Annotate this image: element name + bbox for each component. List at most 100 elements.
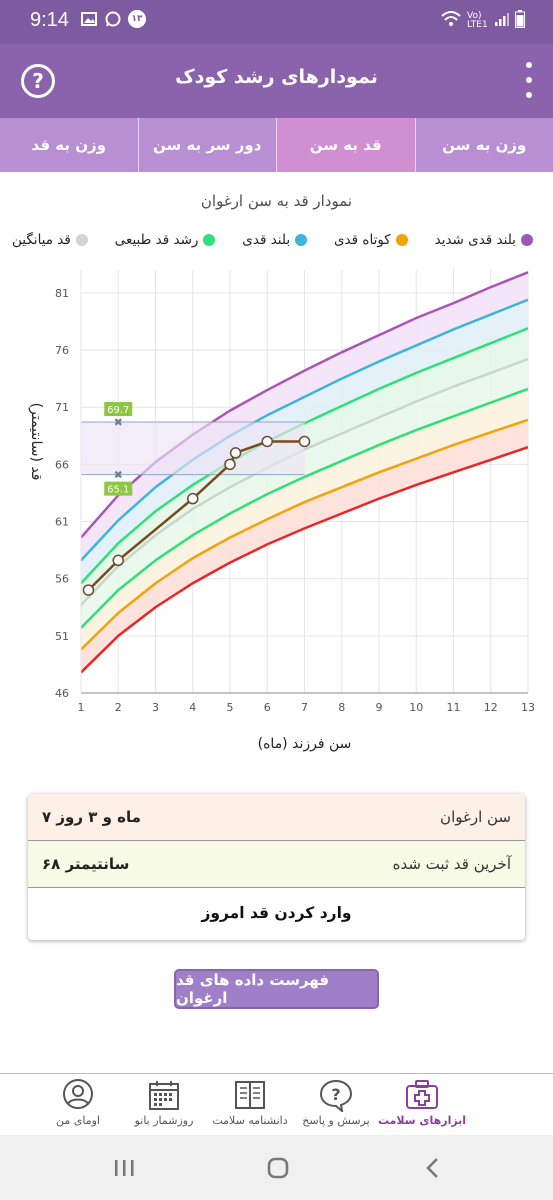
x-tick-label: 2 [115, 701, 122, 714]
bottom-nav: ابزارهای سلامت ? پرسش و پاسخ دانشنامه سل… [0, 1073, 553, 1135]
height-age-chart: ✖69.7✖65.11 2 3 4 5 6 7 8 9 10 11 12 134651566166717… [28, 270, 535, 752]
marker-cross-icon: ✖ [114, 469, 123, 482]
help-button[interactable]: ? [21, 64, 55, 98]
x-tick-label: 8 [338, 701, 345, 714]
child-data-point [224, 458, 236, 471]
more-options-icon[interactable] [523, 62, 535, 98]
child-data-point [261, 435, 273, 448]
legend-dot [395, 234, 408, 246]
tab-head-age[interactable]: دور سر به سن [137, 118, 277, 172]
tab-weight-height[interactable]: وزن به قد [31, 136, 106, 154]
y-tick-label: 71 [55, 401, 69, 414]
y-tick-label: 56 [55, 573, 69, 586]
x-tick-label: 10 [409, 701, 423, 714]
x-axis-label: سن فرزند (ماه) [258, 736, 352, 752]
nav-qa[interactable]: ? پرسش و پاسخ [293, 1074, 379, 1135]
x-tick-label: 6 [264, 701, 271, 714]
legend-item: رشد قد طبیعی [115, 232, 216, 248]
enter-height-button[interactable]: وارد کردن قد امروز [201, 904, 352, 922]
height-list-button[interactable]: فهرست داده های قد ارغوان [174, 969, 379, 1009]
system-nav-bar [0, 1135, 553, 1200]
legend-item: بلند قدی شدید [435, 232, 533, 248]
app-bar: ? نمودارهای رشد کودک [0, 44, 553, 118]
nav-health-tools[interactable]: ابزارهای سلامت [378, 1074, 466, 1135]
nav-profile[interactable]: اومای من [35, 1074, 121, 1135]
child-data-point [187, 492, 199, 505]
nav-encyclopedia[interactable]: دانشنامه سلامت [207, 1074, 293, 1135]
battery-icon [515, 10, 525, 31]
chart-band [81, 359, 528, 628]
legend-item: کوتاه قدی [334, 232, 408, 248]
encyclopedia-icon [235, 1081, 265, 1109]
child-data-point [82, 584, 95, 596]
y-tick-label: 61 [55, 516, 69, 529]
reference-curve [80, 446, 529, 674]
recent-apps-icon[interactable] [109, 1153, 139, 1183]
nav-calendar[interactable]: روزشمار بانو [121, 1074, 207, 1135]
last-height-row: ۶۸ سانتیمتر آخرین قد ثبت شده [28, 841, 525, 888]
chart-title: نمودار قد به سن ارغوان [200, 192, 353, 210]
y-tick-label: 46 [55, 687, 69, 700]
whatsapp-icon [104, 10, 122, 28]
question-bubble-icon: ? [319, 1079, 353, 1112]
chart-band [81, 299, 528, 584]
page-title: نمودارهای رشد کودک [175, 66, 378, 88]
x-tick-label: 3 [152, 701, 159, 714]
x-tick-label: 9 [376, 701, 383, 714]
legend-dot [75, 234, 88, 246]
age-label: سن ارغوان [440, 808, 511, 826]
y-tick-label: 76 [55, 344, 69, 357]
reference-curve [80, 298, 529, 562]
marker-label-bg [104, 481, 133, 496]
legend-item: بلند قدی [242, 232, 308, 248]
x-tick-label: 7 [301, 701, 308, 714]
chart-band [81, 419, 528, 673]
legend-item: قد میانگین [12, 232, 88, 248]
x-tick-label: 4 [189, 701, 196, 714]
signal-icon [495, 12, 509, 29]
y-tick-label: 81 [55, 287, 69, 300]
child-data-point [229, 447, 242, 459]
wifi-icon [441, 11, 461, 30]
help-icon: ? [32, 69, 44, 93]
legend-dot [520, 234, 533, 246]
age-row: ۷ ماه و ۳ روز سن ارغوان [28, 794, 525, 841]
medical-kit-icon [406, 1080, 438, 1109]
x-tick-label: 5 [227, 701, 234, 714]
gallery-icon [80, 10, 98, 28]
home-icon[interactable] [263, 1153, 293, 1183]
tab-height-age[interactable]: قد به سن [276, 118, 415, 172]
chart-band [81, 328, 528, 605]
child-data-point [112, 554, 124, 567]
y-tick-label: 66 [55, 458, 69, 471]
notification-badge: ۱۳ [128, 10, 146, 28]
x-tick-label: 11 [447, 701, 461, 714]
marker-cross-icon: ✖ [114, 416, 123, 429]
chart-band [81, 388, 528, 650]
marker-label-bg [104, 402, 133, 417]
tab-weight-age[interactable]: وزن به سن [414, 118, 553, 172]
y-axis-label: قد (سانتیمتر) [28, 403, 44, 481]
x-tick-label: 13 [521, 701, 535, 714]
x-tick-label: 12 [484, 701, 498, 714]
profile-icon [63, 1079, 93, 1109]
reference-curve [80, 387, 529, 629]
last-height-value: ۶۸ سانتیمتر [42, 855, 130, 873]
highlight-region [81, 422, 305, 475]
calendar-icon [149, 1081, 179, 1110]
legend-dot [203, 234, 216, 246]
chart-legend: بلند قدی شدید کوتاه قدی بلند قدی رشد قد … [12, 232, 533, 248]
reference-curve [80, 418, 529, 651]
back-icon[interactable] [418, 1153, 448, 1183]
status-time: 9:14 [30, 9, 69, 31]
child-data-point [298, 435, 311, 448]
marker-label: 65.1 [107, 485, 129, 496]
age-value: ۷ ماه و ۳ روز [42, 808, 141, 826]
network-label: Vo) LTE1 [467, 10, 488, 30]
marker-label: 69.7 [107, 405, 129, 416]
chart-tabs: وزن به سن قد به سن دور سر به سن وزن به ق… [0, 118, 553, 172]
legend-dot [295, 234, 308, 246]
last-height-label: آخرین قد ثبت شده [392, 855, 511, 873]
info-card: ۷ ماه و ۳ روز سن ارغوان ۶۸ سانتیمتر آخری… [28, 794, 525, 940]
y-tick-label: 51 [55, 630, 69, 643]
